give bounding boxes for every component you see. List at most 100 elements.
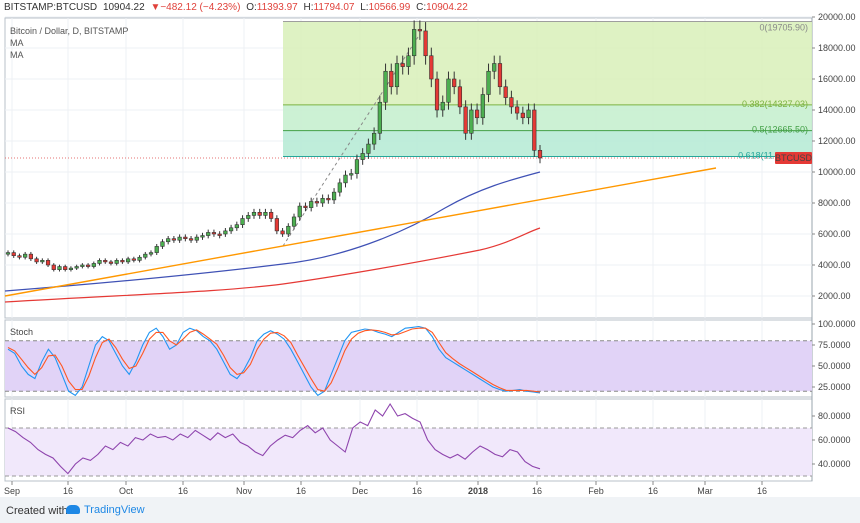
chart-header: BITSTAMP:BTCUSD 10904.22 ▼−482.12 (−4.23… <box>0 0 860 15</box>
candle <box>131 258 136 261</box>
stoch-tick-label: 25.0000 <box>818 382 851 392</box>
candle <box>194 236 199 241</box>
price-tick-label: 14000.00 <box>818 105 856 115</box>
candle <box>228 227 234 232</box>
high-label: H: <box>303 2 314 13</box>
candle <box>154 246 159 253</box>
candle <box>320 198 325 204</box>
rsi-tick-label: 80.0000 <box>818 411 851 421</box>
candle <box>394 63 400 88</box>
price-badge <box>775 151 812 164</box>
fib-label-618: 0.618(11 <box>738 151 773 161</box>
candle <box>85 264 91 267</box>
candle <box>91 263 96 267</box>
x-tick-label: Dec <box>352 486 369 496</box>
candle <box>188 238 194 241</box>
candle <box>429 55 434 80</box>
candle <box>434 78 440 111</box>
candle <box>263 212 268 216</box>
price-tick-label: 2000.00 <box>818 291 851 301</box>
x-tick-label: Nov <box>236 486 253 496</box>
candle <box>480 94 485 119</box>
price-tick-label: 16000.00 <box>818 74 856 84</box>
candle <box>240 218 245 225</box>
candle <box>40 260 45 263</box>
candle <box>57 266 62 270</box>
candle <box>211 232 217 235</box>
rsi-tick-label: 40.0000 <box>818 459 851 469</box>
candle <box>223 230 228 235</box>
tradingview-logo[interactable]: TradingView <box>66 504 145 516</box>
candle <box>486 70 491 95</box>
x-tick-label: 16 <box>296 486 306 496</box>
candle <box>446 78 451 103</box>
candle <box>200 235 205 238</box>
chart-canvas[interactable]: Sep 16 Oct 16 Nov 16 Dec 16 2018 16 Feb 16 Mar 16 2000… <box>0 0 860 497</box>
rsi-line <box>7 402 541 475</box>
price-change: ▼−482.12 (−4.23%) <box>150 2 241 13</box>
candle <box>377 101 382 134</box>
x-tick-label: 16 <box>178 486 188 496</box>
candle <box>23 253 28 258</box>
candle <box>360 153 365 160</box>
candle <box>412 29 417 57</box>
candle <box>126 258 131 263</box>
tradingview-label: TradingView <box>84 504 145 516</box>
candle <box>63 266 68 270</box>
stoch-tick-label: 75.0000 <box>818 340 851 350</box>
candle <box>417 29 422 32</box>
candle <box>503 86 508 98</box>
x-tick-label: 16 <box>63 486 73 496</box>
candle <box>148 252 154 255</box>
candle <box>457 86 463 108</box>
stoch-band <box>5 340 812 392</box>
candle <box>269 212 274 219</box>
price-tick-label: 4000.00 <box>818 260 851 270</box>
candle <box>171 238 176 241</box>
candle <box>423 30 428 57</box>
candle <box>177 236 182 241</box>
candle <box>314 201 320 204</box>
rsi-band <box>5 428 812 476</box>
cloud-icon <box>66 505 80 514</box>
candle <box>234 224 239 229</box>
x-tick-label: Feb <box>588 486 604 496</box>
candle <box>97 260 102 264</box>
candle <box>286 225 291 235</box>
legend-ma-fast: MA <box>10 38 24 48</box>
candle <box>183 236 188 239</box>
fib-zone-50-618 <box>283 130 812 157</box>
close-value: 10904.22 <box>426 2 468 13</box>
candle <box>34 258 39 263</box>
price-tick-label: 10000.00 <box>818 167 856 177</box>
candle <box>280 230 285 235</box>
candle <box>17 255 22 258</box>
candle <box>520 112 525 119</box>
candle <box>326 198 331 201</box>
candle <box>257 212 262 216</box>
symbol-label[interactable]: BITSTAMP:BTCUSD <box>4 2 98 13</box>
stoch-d-line <box>7 327 541 393</box>
fib-zone-0-382 <box>283 21 812 105</box>
legend-title: Bitcoin / Dollar, D, BITSTAMP <box>10 26 129 36</box>
candle <box>74 266 79 269</box>
candle <box>246 215 251 219</box>
candle <box>45 260 51 266</box>
last-price: 10904.22 <box>102 2 145 13</box>
candle <box>166 238 171 243</box>
candle <box>217 233 222 236</box>
price-tick-label: 20000.00 <box>818 12 856 22</box>
candle <box>160 241 165 247</box>
x-tick-label: 16 <box>648 486 658 496</box>
low-label: L: <box>360 2 369 13</box>
candle <box>440 101 445 111</box>
footer-bar: Created with TradingView <box>0 497 860 523</box>
candle <box>406 55 411 67</box>
candle <box>114 260 119 264</box>
stoch-tick-label: 100.0000 <box>818 319 856 329</box>
candle <box>274 218 279 232</box>
legend-ma-slow: MA <box>10 50 24 60</box>
x-tick-label: Sep <box>4 486 20 496</box>
candle <box>143 253 148 258</box>
